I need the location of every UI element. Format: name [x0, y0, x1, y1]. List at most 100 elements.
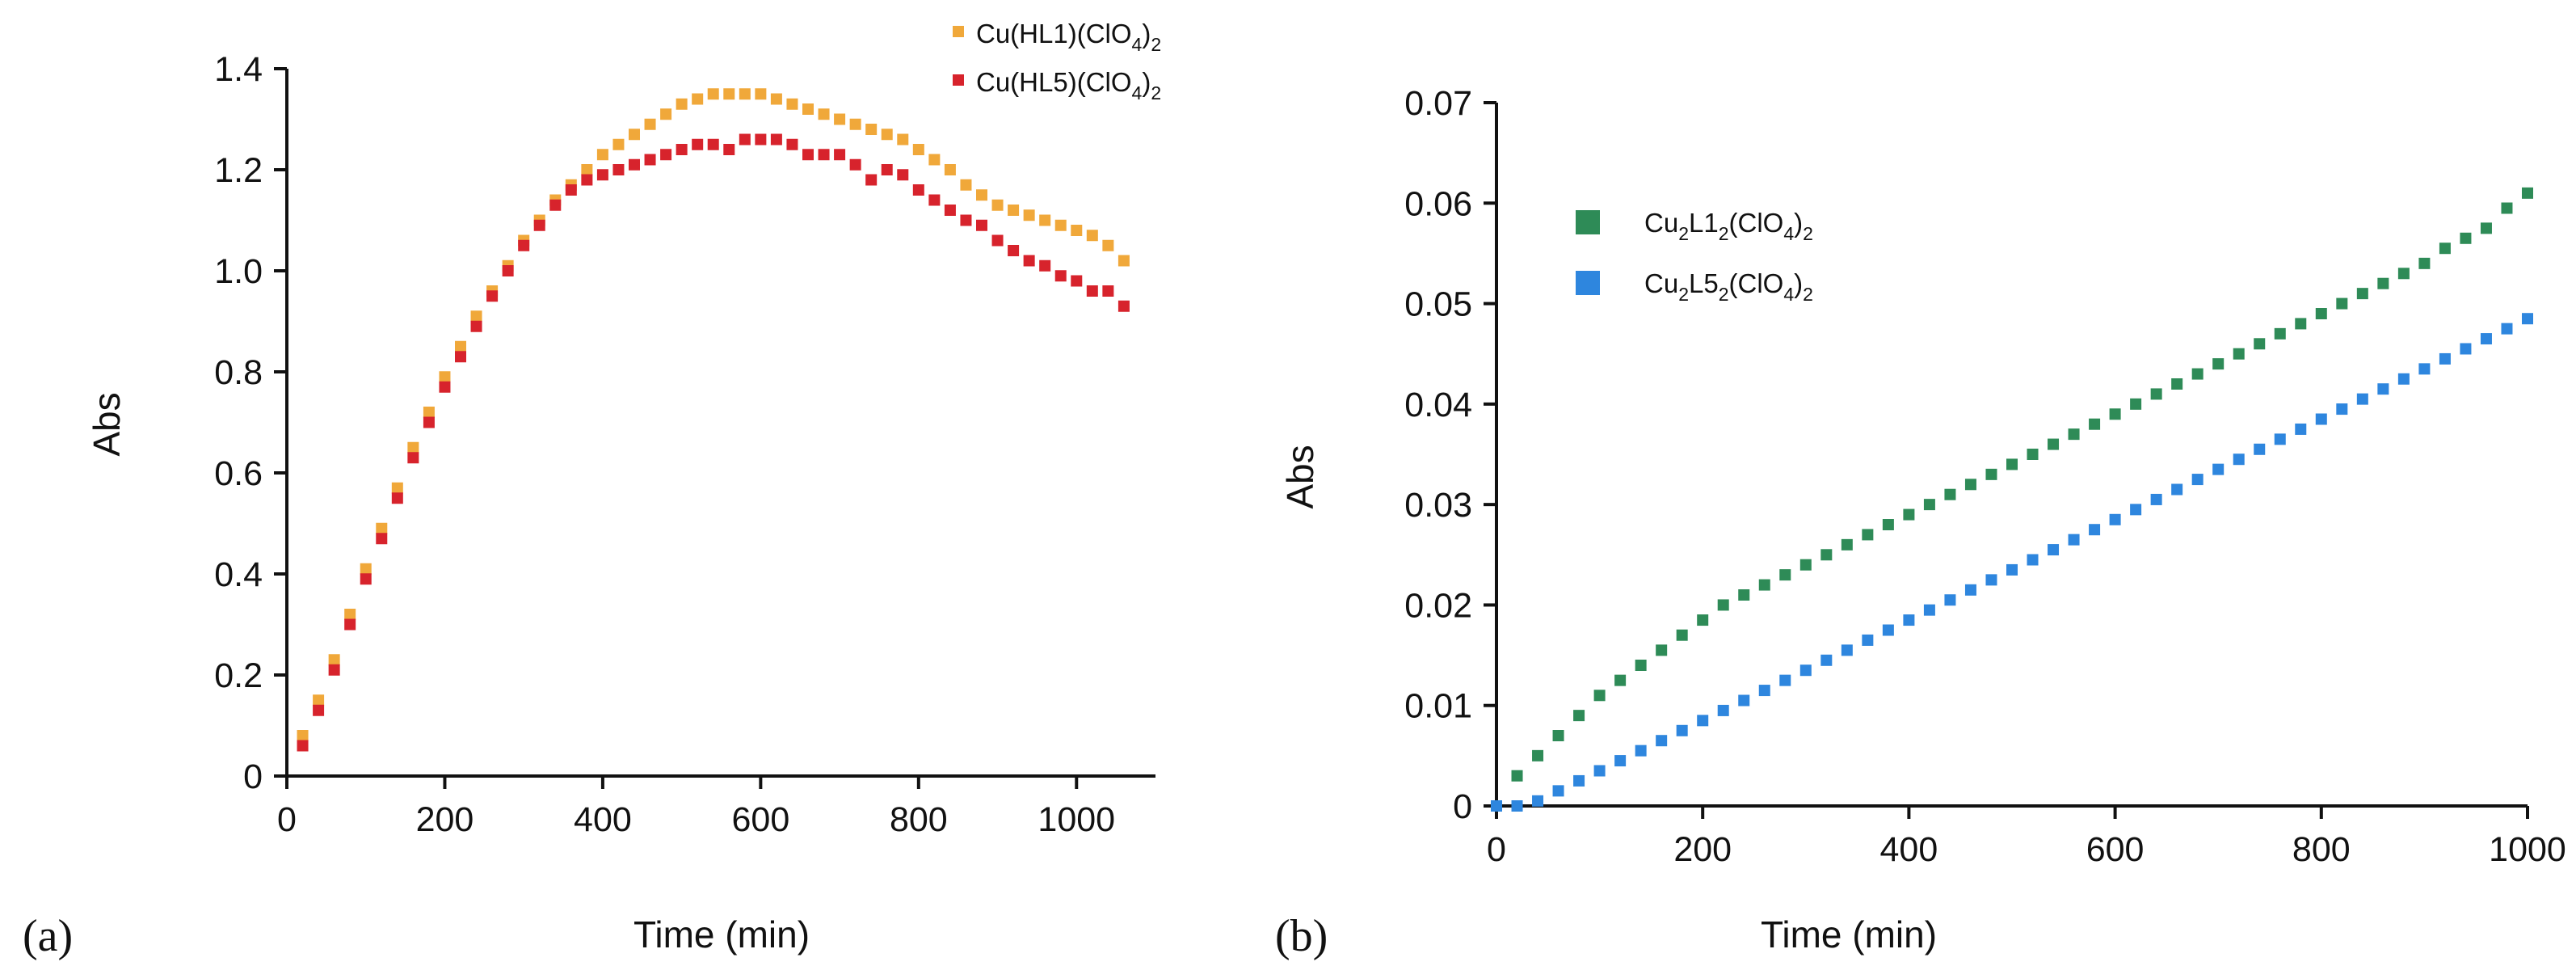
data-point	[2501, 202, 2513, 214]
data-point	[897, 169, 909, 181]
legend-subscript: 2	[1803, 284, 1813, 305]
data-point	[2439, 352, 2451, 365]
data-point	[1985, 468, 1997, 480]
legend-marker-l5	[1576, 271, 1600, 295]
legend-text: (ClO	[1729, 208, 1784, 238]
legend-subscript: 2	[1803, 223, 1813, 244]
data-point	[612, 138, 625, 150]
data-point	[1552, 785, 1564, 797]
data-point	[1656, 644, 1668, 656]
data-point	[1593, 765, 1606, 777]
data-point	[660, 108, 672, 120]
data-point	[439, 371, 451, 383]
data-point	[755, 88, 767, 100]
data-point	[2315, 413, 2327, 425]
points-a	[297, 88, 1130, 752]
data-point	[1923, 604, 1935, 616]
data-point	[2274, 327, 2286, 340]
data-point	[297, 730, 309, 741]
data-point	[707, 88, 719, 100]
data-point	[2254, 338, 2266, 350]
legend-text: L5	[1689, 268, 1719, 298]
data-point	[1614, 674, 1627, 686]
legend-marker-l1	[1576, 210, 1600, 234]
legend-label-l1: Cu2L12(ClO4)2	[1644, 208, 1813, 244]
legend-subscript: 2	[1719, 223, 1729, 244]
data-point	[2006, 563, 2018, 576]
data-point	[1862, 634, 1874, 646]
data-point	[2460, 343, 2472, 355]
data-point	[1054, 219, 1067, 231]
y-tick-label: 1.2	[214, 151, 263, 190]
data-point	[692, 93, 704, 105]
data-point	[2171, 378, 2183, 390]
data-point	[1717, 704, 1729, 716]
data-point	[1023, 255, 1035, 267]
data-point	[2109, 408, 2121, 420]
data-point	[2418, 257, 2431, 269]
data-point	[1799, 664, 1812, 677]
data-point	[1023, 209, 1035, 221]
y-tick-label: 0	[243, 757, 263, 796]
data-point	[1086, 230, 1098, 242]
data-point	[1532, 795, 1544, 807]
data-point	[2233, 348, 2245, 360]
data-point	[1086, 285, 1098, 297]
x-axis-label-b: Time (min)	[1761, 913, 1937, 955]
data-point	[596, 169, 608, 181]
data-point	[644, 118, 656, 130]
data-point	[1532, 749, 1544, 761]
data-point	[660, 149, 672, 161]
x-tick-label: 800	[2292, 830, 2351, 869]
legend-text: )	[1794, 268, 1803, 298]
data-point	[344, 609, 356, 620]
data-point	[1071, 275, 1083, 287]
data-point	[786, 98, 798, 110]
data-point	[1552, 730, 1564, 741]
data-point	[391, 482, 403, 494]
data-point	[629, 158, 640, 171]
data-point	[1820, 654, 1833, 666]
data-point	[802, 149, 814, 161]
data-point	[1882, 624, 1894, 636]
data-point	[928, 154, 941, 166]
data-point	[960, 214, 972, 226]
data-point	[1841, 538, 1853, 550]
data-point	[1903, 508, 1915, 521]
data-point	[2418, 363, 2431, 375]
data-point	[1964, 584, 1976, 596]
data-point	[1841, 644, 1853, 656]
data-point	[2191, 368, 2203, 380]
data-point	[565, 184, 577, 196]
data-point	[1118, 300, 1130, 312]
data-point	[1676, 724, 1688, 736]
data-point	[2068, 428, 2080, 441]
data-point	[976, 189, 987, 201]
data-point	[2109, 513, 2121, 525]
data-point	[818, 108, 830, 120]
data-point	[518, 239, 530, 251]
data-point	[2377, 383, 2389, 395]
data-point	[1944, 594, 1956, 606]
data-point	[1102, 285, 1114, 297]
data-point	[1039, 259, 1051, 272]
data-point	[502, 265, 514, 276]
data-point	[1054, 270, 1067, 282]
data-point	[533, 219, 545, 231]
data-point	[360, 563, 372, 575]
data-point	[612, 164, 625, 175]
data-point	[470, 310, 482, 323]
x-tick-label: 0	[277, 800, 297, 839]
data-point	[1779, 569, 1791, 581]
data-point	[1985, 574, 1997, 586]
data-point	[1614, 755, 1627, 767]
data-point	[676, 98, 688, 110]
y-tick-label: 0.03	[1404, 486, 1472, 525]
data-point	[1511, 770, 1523, 782]
legend-label-hl5: Cu(HL5)(ClO4)2	[976, 67, 1161, 103]
legend-text: )	[1794, 208, 1803, 238]
data-point	[2130, 398, 2142, 410]
data-point	[1635, 660, 1647, 671]
data-point	[1102, 239, 1114, 251]
data-point	[834, 113, 846, 125]
